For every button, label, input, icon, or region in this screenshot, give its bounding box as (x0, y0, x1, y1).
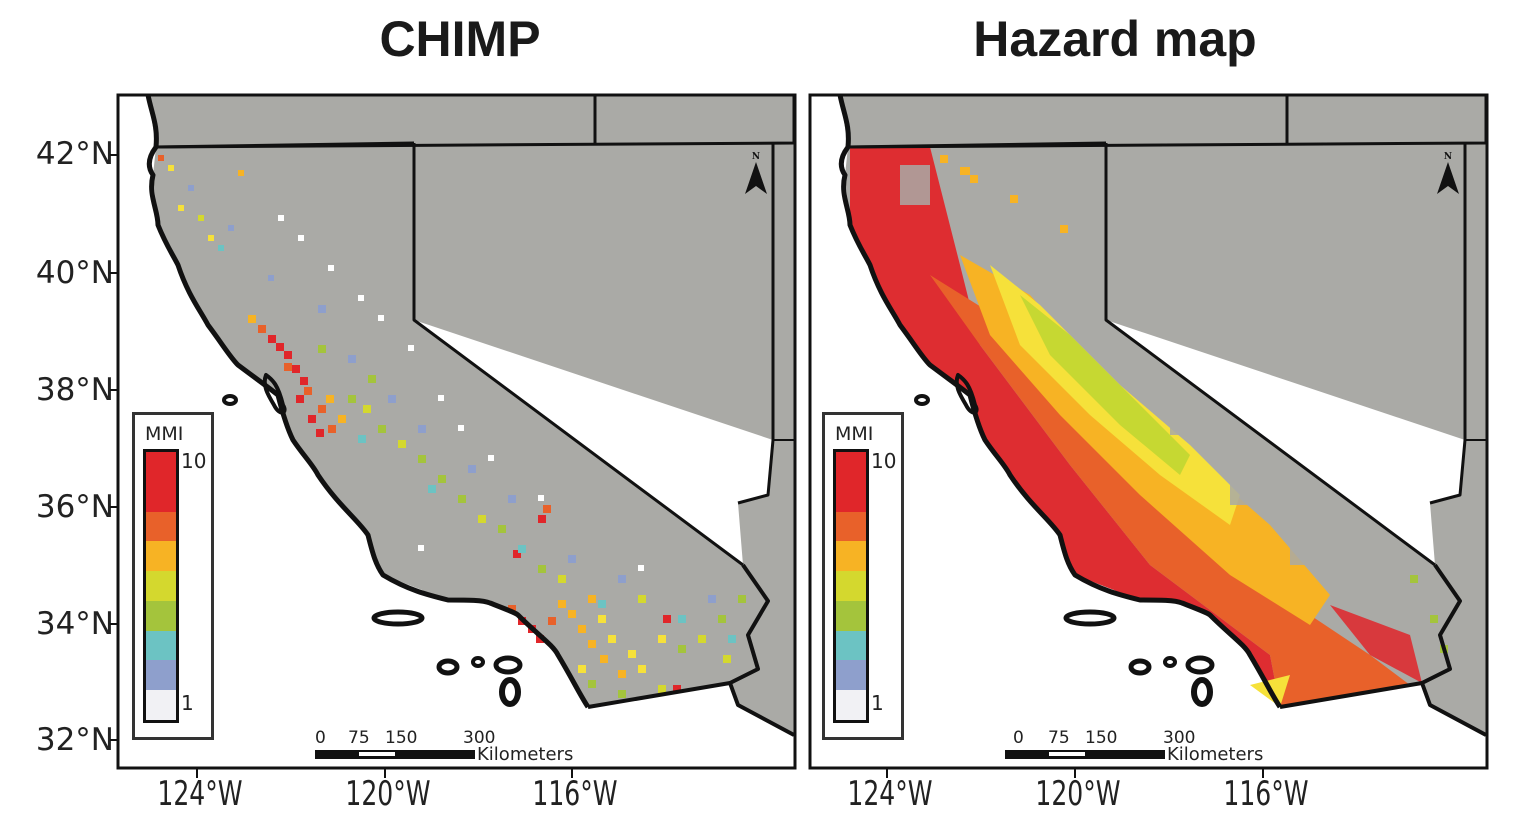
north-arrow-chimp: N (741, 152, 771, 202)
scale-tick: 0 (1013, 728, 1024, 748)
legend-title: MMI (145, 423, 184, 445)
scale-tick: 150 (1085, 728, 1118, 748)
north-arrow-icon (745, 162, 767, 194)
lon-label-116-left: 116°W (532, 774, 618, 814)
scale-bar-chimp: 0 75 150 300 Kilometers (315, 728, 595, 768)
legend-hazard: MMI 10 1 (822, 412, 904, 740)
colorbar (833, 449, 869, 723)
lon-label-116-right: 116°W (1223, 774, 1309, 814)
scale-tick: 150 (385, 728, 418, 748)
colorbar (143, 449, 179, 723)
legend-max-label: 10 (871, 449, 897, 473)
lon-label-124-right: 124°W (847, 774, 933, 814)
scale-tick: 300 (463, 728, 496, 748)
scale-unit: Kilometers (1167, 744, 1264, 765)
north-label: N (1443, 152, 1453, 162)
lon-label-120-left: 120°W (345, 774, 431, 814)
lat-label-40: 40°N (35, 255, 114, 291)
lat-label-42: 42°N (35, 136, 114, 172)
lat-label-36: 36°N (35, 489, 114, 525)
legend-min-label: 1 (181, 691, 194, 715)
scale-tick: 75 (1048, 728, 1070, 748)
scale-tick: 0 (315, 728, 326, 748)
lat-label-38: 38°N (35, 372, 114, 408)
scale-tick: 75 (348, 728, 370, 748)
legend-min-label: 1 (871, 691, 884, 715)
legend-title: MMI (835, 423, 874, 445)
lon-label-120-right: 120°W (1035, 774, 1121, 814)
panel-title-hazard: Hazard map (973, 11, 1257, 67)
lat-label-34: 34°N (35, 606, 114, 642)
scale-unit: Kilometers (477, 744, 574, 765)
lon-label-124-left: 124°W (157, 774, 243, 814)
lat-label-32: 32°N (35, 722, 114, 758)
north-arrow-icon (1437, 162, 1459, 194)
scale-bar-graphic (1005, 750, 1165, 759)
north-label: N (751, 152, 761, 162)
legend-max-label: 10 (181, 449, 207, 473)
north-arrow-hazard: N (1433, 152, 1463, 202)
scale-bar-graphic (315, 750, 475, 759)
scale-bar-hazard: 0 75 150 300 Kilometers (1005, 728, 1285, 768)
scale-tick: 300 (1163, 728, 1196, 748)
panel-title-chimp: CHIMP (379, 11, 541, 67)
legend-chimp: MMI 10 1 (132, 412, 214, 740)
